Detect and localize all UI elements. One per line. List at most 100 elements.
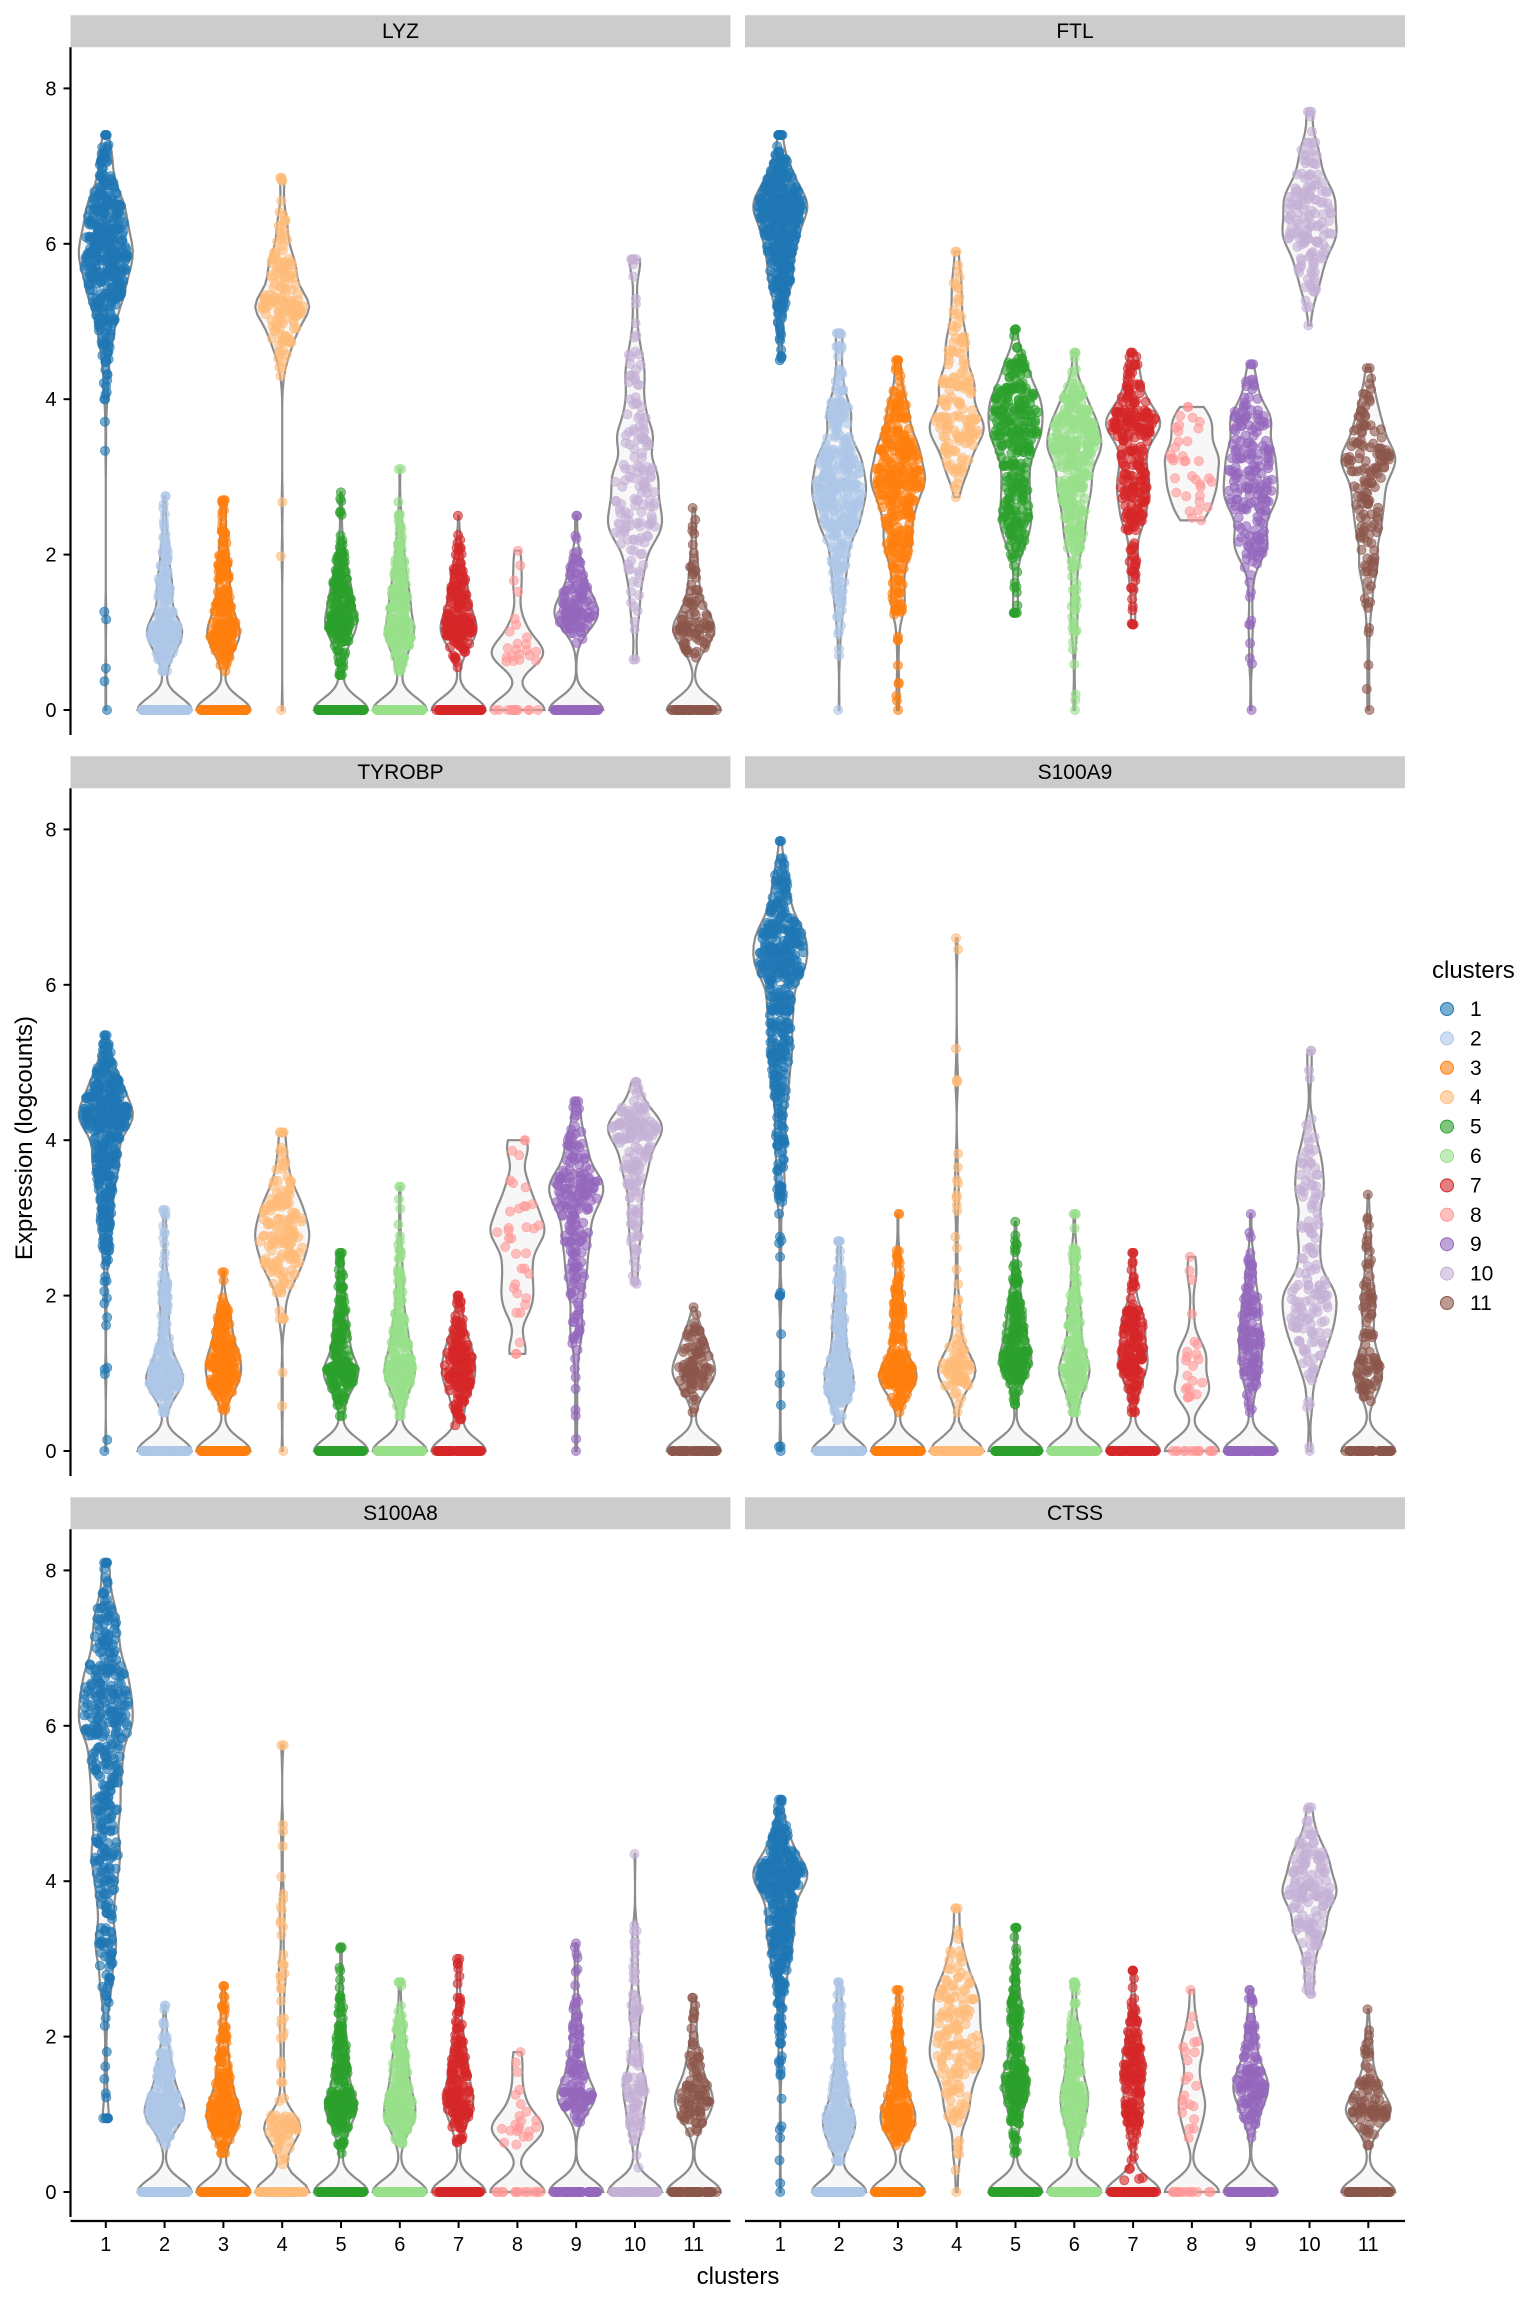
data-point bbox=[1052, 455, 1063, 466]
data-point bbox=[1187, 512, 1198, 523]
data-point bbox=[834, 569, 845, 580]
y-tick-label: 0 bbox=[45, 700, 56, 722]
data-point bbox=[628, 473, 639, 484]
cluster-10-group bbox=[606, 254, 664, 665]
data-point bbox=[1068, 627, 1079, 638]
data-point bbox=[621, 430, 632, 441]
data-point bbox=[1069, 436, 1080, 447]
data-point bbox=[1002, 494, 1013, 505]
data-point bbox=[388, 638, 399, 649]
data-point bbox=[830, 376, 841, 387]
data-point bbox=[1070, 689, 1081, 700]
data-point bbox=[690, 629, 701, 640]
data-point bbox=[1080, 404, 1091, 415]
data-point bbox=[532, 705, 543, 716]
data-point bbox=[399, 638, 410, 649]
data-point bbox=[1127, 619, 1138, 630]
data-point bbox=[942, 423, 953, 434]
data-point bbox=[989, 430, 1000, 441]
data-point bbox=[629, 624, 640, 635]
data-point bbox=[823, 472, 834, 483]
data-point bbox=[398, 590, 409, 601]
cluster-5-group bbox=[312, 487, 370, 716]
data-point bbox=[275, 370, 286, 381]
data-point bbox=[774, 355, 785, 366]
data-point bbox=[890, 605, 901, 616]
data-point bbox=[1069, 659, 1080, 670]
data-point bbox=[1126, 582, 1137, 593]
data-point bbox=[631, 495, 642, 506]
data-point bbox=[102, 705, 113, 716]
data-point bbox=[764, 213, 775, 224]
data-point bbox=[622, 409, 633, 420]
cluster-1-group bbox=[752, 129, 809, 366]
data-point bbox=[1126, 454, 1137, 465]
data-point bbox=[571, 510, 582, 521]
data-point bbox=[568, 628, 579, 639]
data-point bbox=[393, 538, 404, 549]
data-point bbox=[998, 460, 1009, 471]
data-point bbox=[288, 272, 299, 283]
data-point bbox=[940, 446, 951, 457]
data-point bbox=[87, 199, 98, 210]
data-point bbox=[393, 600, 404, 611]
cluster-5-group bbox=[987, 324, 1044, 618]
data-point bbox=[897, 472, 908, 483]
data-point bbox=[826, 519, 837, 530]
data-point bbox=[101, 129, 112, 140]
data-point bbox=[1063, 381, 1074, 392]
data-point bbox=[100, 445, 111, 456]
data-point bbox=[335, 487, 346, 498]
data-point bbox=[280, 283, 291, 294]
data-point bbox=[816, 502, 827, 513]
y-tick-label: 8 bbox=[45, 78, 56, 100]
data-point bbox=[682, 647, 693, 658]
facet-strip bbox=[70, 15, 731, 48]
data-point bbox=[159, 592, 170, 603]
data-point bbox=[277, 333, 288, 344]
data-point bbox=[394, 510, 405, 521]
data-point bbox=[780, 236, 791, 247]
data-point bbox=[830, 449, 841, 460]
data-point bbox=[833, 328, 844, 339]
data-point bbox=[837, 385, 848, 396]
data-point bbox=[777, 165, 788, 176]
data-point bbox=[632, 606, 643, 617]
data-point bbox=[1068, 560, 1079, 571]
data-point bbox=[833, 705, 844, 716]
data-point bbox=[1064, 523, 1075, 534]
data-point bbox=[166, 632, 177, 643]
data-point bbox=[996, 409, 1007, 420]
data-point bbox=[625, 358, 636, 369]
data-point bbox=[279, 216, 290, 227]
data-point bbox=[1107, 425, 1118, 436]
data-point bbox=[101, 153, 112, 164]
data-point bbox=[155, 609, 166, 620]
data-point bbox=[105, 262, 116, 273]
data-point bbox=[104, 229, 115, 240]
data-point bbox=[630, 318, 641, 329]
data-point bbox=[943, 359, 954, 370]
data-point bbox=[626, 544, 637, 555]
data-point bbox=[954, 292, 965, 303]
data-point bbox=[623, 377, 634, 388]
data-point bbox=[1182, 436, 1193, 447]
data-point bbox=[268, 253, 279, 264]
data-point bbox=[1028, 390, 1039, 401]
data-point bbox=[460, 574, 471, 585]
data-point bbox=[175, 705, 186, 716]
data-point bbox=[393, 496, 404, 507]
data-point bbox=[793, 209, 804, 220]
data-point bbox=[944, 385, 955, 396]
data-point bbox=[616, 538, 627, 549]
data-point bbox=[690, 514, 701, 525]
data-point bbox=[264, 289, 275, 300]
data-point bbox=[898, 412, 909, 423]
data-point bbox=[635, 410, 646, 421]
data-point bbox=[111, 209, 122, 220]
data-point bbox=[632, 398, 643, 409]
data-point bbox=[1082, 442, 1093, 453]
data-point bbox=[949, 481, 960, 492]
data-point bbox=[522, 632, 533, 643]
data-point bbox=[955, 397, 966, 408]
